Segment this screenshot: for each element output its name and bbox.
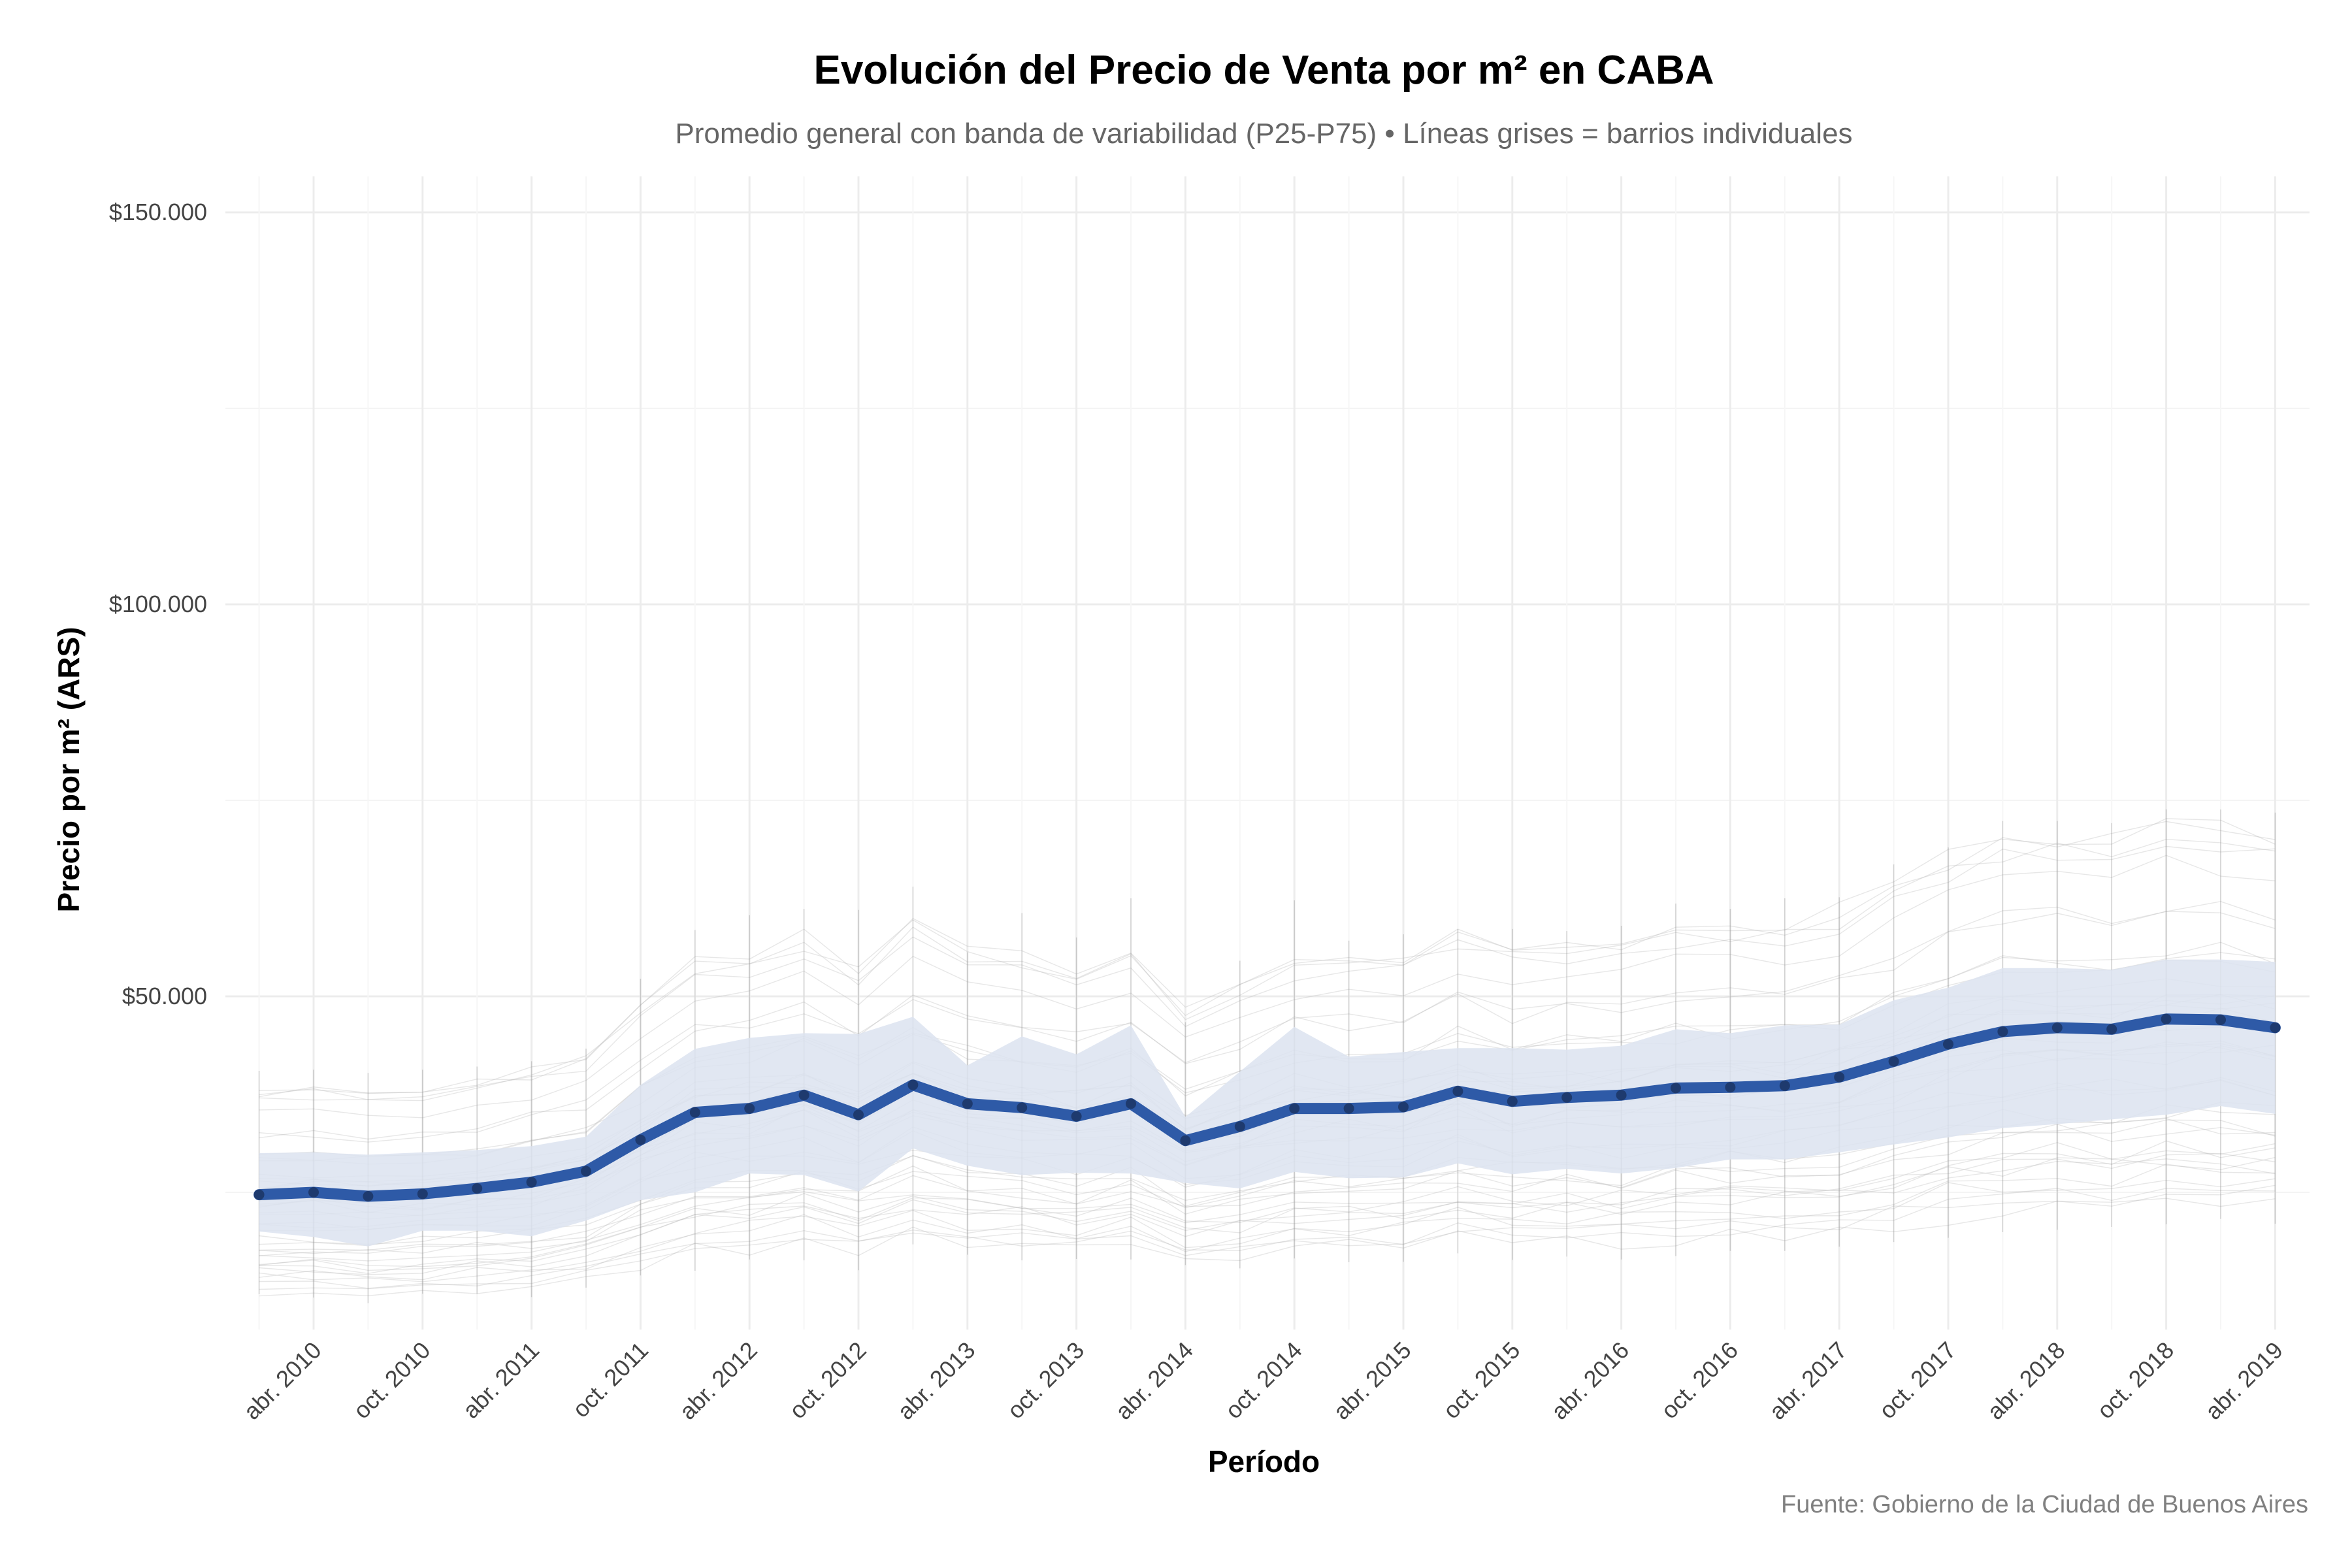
mean-point (1398, 1102, 1409, 1113)
mean-point (1779, 1080, 1790, 1091)
x-tick-label: abr. 2018 (1982, 1337, 2070, 1425)
mean-point (1725, 1082, 1736, 1093)
mean-point (1234, 1121, 1245, 1132)
chart-title: Evolución del Precio de Venta por m² en … (813, 48, 1714, 93)
chart-caption: Fuente: Gobierno de la Ciudad de Buenos … (1781, 1491, 2308, 1518)
mean-point (798, 1090, 809, 1101)
mean-point (417, 1188, 428, 1200)
mean-point (472, 1183, 483, 1194)
x-axis-label: Período (1207, 1445, 1320, 1478)
x-tick-label: oct. 2010 (348, 1337, 436, 1424)
barrio-line (259, 838, 2276, 1102)
x-tick-label: abr. 2014 (1110, 1337, 1198, 1425)
barrio-line (259, 1123, 2276, 1256)
barrio-line (259, 1158, 2276, 1274)
mean-point (1343, 1103, 1354, 1114)
mean-point (363, 1191, 374, 1201)
x-tick-label: abr. 2019 (2200, 1337, 2288, 1425)
x-tick-label: abr. 2013 (892, 1337, 980, 1425)
mean-point (2161, 1013, 2172, 1024)
barrio-line (259, 1140, 2276, 1267)
barrio-line (259, 1178, 2276, 1282)
mean-line-group (253, 1013, 2281, 1202)
barrio-line (259, 1164, 2276, 1281)
mean-point (1452, 1086, 1463, 1097)
mean-point (253, 1189, 265, 1200)
mean-point (1834, 1071, 1845, 1083)
mean-point (1888, 1056, 1899, 1067)
barrio-line (259, 1142, 2276, 1262)
barrio-line (259, 1198, 2276, 1297)
barrio-line (259, 901, 2276, 1143)
x-tick-label: oct. 2011 (567, 1337, 653, 1423)
barrio-line (259, 1184, 2276, 1289)
chart-subtitle: Promedio general con banda de variabilid… (675, 118, 1853, 150)
x-tick-label: abr. 2016 (1546, 1337, 1634, 1425)
y-tick-label: $50.000 (122, 983, 207, 1009)
mean-point (635, 1134, 646, 1145)
mean-point (853, 1109, 864, 1120)
mean-point (1507, 1096, 1518, 1107)
mean-point (1180, 1135, 1191, 1146)
mean-point (1671, 1083, 1681, 1094)
mean-point (962, 1098, 973, 1109)
mean-point (1017, 1102, 1028, 1113)
x-tick-label: abr. 2015 (1328, 1337, 1416, 1425)
x-tick-label: abr. 2011 (457, 1337, 544, 1424)
mean-point (2215, 1015, 2226, 1025)
mean-point (1071, 1111, 1082, 1122)
y-tick-label: $100.000 (109, 591, 207, 617)
mean-point (308, 1187, 319, 1198)
barrio-line (259, 1152, 2276, 1271)
barrio-line (259, 1188, 2276, 1290)
barrio-line (259, 818, 2276, 1094)
mean-point (581, 1166, 591, 1177)
barrio-line (259, 845, 2276, 1101)
x-tick-label: oct. 2013 (1002, 1337, 1090, 1424)
x-tick-label: oct. 2012 (784, 1337, 872, 1424)
mean-points (253, 1013, 2281, 1201)
mean-point (526, 1177, 537, 1188)
y-tick-label: $150.000 (109, 199, 207, 225)
barrio-line (259, 1156, 2276, 1275)
mean-point (1126, 1098, 1136, 1109)
y-axis-label-text: Precio por m² (ARS) (52, 627, 86, 913)
mean-point (907, 1079, 919, 1090)
mean-point (1616, 1090, 1627, 1101)
mean-point (689, 1107, 700, 1118)
x-tick-label: oct. 2016 (1656, 1337, 1743, 1424)
x-tick-label: oct. 2014 (1220, 1337, 1307, 1424)
barrio-line (259, 1119, 2276, 1254)
mean-point (2106, 1024, 2117, 1035)
variability-band (259, 959, 2276, 1247)
x-tick-label: abr. 2012 (674, 1337, 762, 1425)
barrio-line (259, 911, 2276, 1140)
x-tick-label: oct. 2017 (1874, 1337, 1961, 1424)
mean-point (1289, 1103, 1300, 1114)
mean-line (253, 1013, 2281, 1202)
x-axis-ticks: abr. 2010 oct. 2010 abr. 2011 oct. 2011 abr.… (238, 1337, 2289, 1425)
y-axis-ticks: $50.000 $100.000 $150.000 (109, 199, 207, 1009)
mean-point (2051, 1022, 2063, 1033)
p25-p75-band (259, 959, 2276, 1247)
x-tick-label: oct. 2015 (1438, 1337, 1526, 1424)
mean-point (744, 1103, 755, 1114)
barrio-line (259, 821, 2276, 1098)
mean-point (1943, 1039, 1953, 1050)
mean-point (2270, 1022, 2281, 1033)
x-tick-label: abr. 2010 (238, 1337, 327, 1425)
x-tick-label: abr. 2017 (1764, 1337, 1852, 1425)
x-tick-label: oct. 2018 (2092, 1337, 2180, 1424)
barrio-line (259, 855, 2276, 1119)
mean-point (1561, 1092, 1573, 1103)
mean-point (1997, 1026, 2008, 1037)
